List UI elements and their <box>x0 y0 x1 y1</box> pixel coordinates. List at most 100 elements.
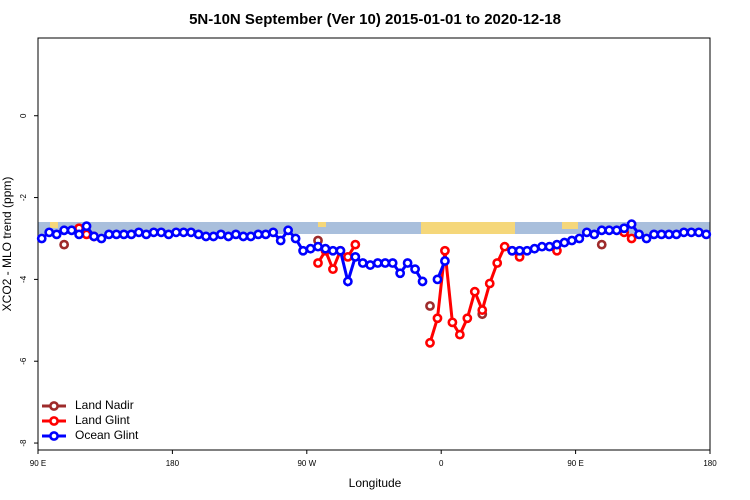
data-point <box>74 229 84 240</box>
x-tick-label: 0 <box>439 459 444 468</box>
legend-label: Land Nadir <box>75 398 134 412</box>
data-point <box>440 256 450 266</box>
data-point <box>380 258 391 268</box>
data-point <box>701 229 712 240</box>
data-point <box>342 276 353 287</box>
data-point <box>596 225 607 236</box>
data-point <box>44 227 55 238</box>
data-point <box>350 239 361 250</box>
data-point <box>604 225 615 236</box>
data-point <box>440 245 450 256</box>
data-point <box>664 229 674 240</box>
data-point <box>111 229 122 240</box>
x-tick-label: 90 W <box>297 459 316 468</box>
data-point <box>641 233 652 244</box>
data-point <box>193 229 204 240</box>
data-point <box>477 305 488 315</box>
data-point <box>454 329 465 340</box>
data-point <box>432 313 443 324</box>
data-point <box>357 258 368 268</box>
legend-marker <box>49 416 59 426</box>
data-point <box>402 258 413 268</box>
data-point <box>447 317 458 328</box>
land-patch <box>421 222 515 234</box>
data-point <box>529 243 540 254</box>
data-point <box>245 231 256 242</box>
data-point <box>387 258 398 268</box>
x-tick-label: 90 E <box>567 459 583 468</box>
data-point <box>328 245 338 256</box>
data-point <box>589 229 600 240</box>
data-point <box>148 227 159 238</box>
y-tick-label: -2 <box>19 193 28 201</box>
land-patch <box>562 222 578 229</box>
data-point <box>320 243 331 254</box>
x-axis-label: Longitude <box>349 476 402 490</box>
data-point <box>417 276 428 287</box>
data-point <box>335 245 346 256</box>
data-point <box>552 239 562 250</box>
data-point <box>596 239 607 250</box>
data-point <box>507 245 518 256</box>
data-point <box>671 229 682 240</box>
legend-label: Ocean Glint <box>75 428 139 442</box>
data-point <box>537 241 547 252</box>
data-point <box>619 223 630 234</box>
data-point <box>66 225 77 236</box>
data-point <box>104 229 114 240</box>
data-point <box>678 227 689 238</box>
data-point <box>238 231 249 242</box>
data-point <box>230 229 241 240</box>
data-point <box>432 274 443 285</box>
land-patch <box>50 222 58 228</box>
y-tick-label: -4 <box>19 275 28 283</box>
plot-frame <box>37 37 711 451</box>
data-point <box>634 229 644 240</box>
data-point <box>365 260 376 270</box>
data-point <box>178 227 189 238</box>
data-point <box>156 227 167 238</box>
data-point <box>611 225 622 236</box>
data-point <box>59 225 70 236</box>
data-point <box>581 227 592 238</box>
x-tick-label: 180 <box>703 459 717 468</box>
data-point <box>410 264 420 275</box>
data-point <box>626 233 637 244</box>
legend-marker <box>49 401 59 411</box>
data-point <box>290 233 301 244</box>
data-point <box>425 337 435 348</box>
y-tick-label: -6 <box>19 357 28 365</box>
y-tick-label: 0 <box>19 113 28 118</box>
data-point <box>298 245 308 256</box>
data-point <box>208 231 219 242</box>
land-patch <box>318 222 326 227</box>
x-tick-label: 180 <box>166 459 180 468</box>
data-point <box>514 245 525 256</box>
data-point <box>693 227 704 238</box>
map-strip <box>38 222 710 234</box>
chart-title: 5N-10N September (Ver 10) 2015-01-01 to … <box>189 11 561 28</box>
data-point <box>425 301 435 311</box>
data-point <box>462 313 473 324</box>
data-point <box>313 241 323 252</box>
data-point <box>126 229 137 240</box>
ocean-strip <box>38 222 710 234</box>
data-point <box>626 219 637 230</box>
data-point <box>216 229 226 240</box>
data-point <box>133 227 144 238</box>
data-point <box>268 227 279 238</box>
data-point <box>260 229 271 240</box>
y-tick-label: -8 <box>19 439 28 447</box>
data-point <box>59 239 70 250</box>
data-point <box>656 229 667 240</box>
x-tick-label: 90 E <box>30 459 46 468</box>
legend-marker <box>49 431 59 441</box>
data-point <box>163 229 174 240</box>
data-point <box>686 227 697 238</box>
data-point <box>484 278 495 289</box>
data-point <box>559 237 570 248</box>
data-point <box>141 229 152 240</box>
data-point <box>89 231 99 242</box>
data-point <box>305 243 316 254</box>
